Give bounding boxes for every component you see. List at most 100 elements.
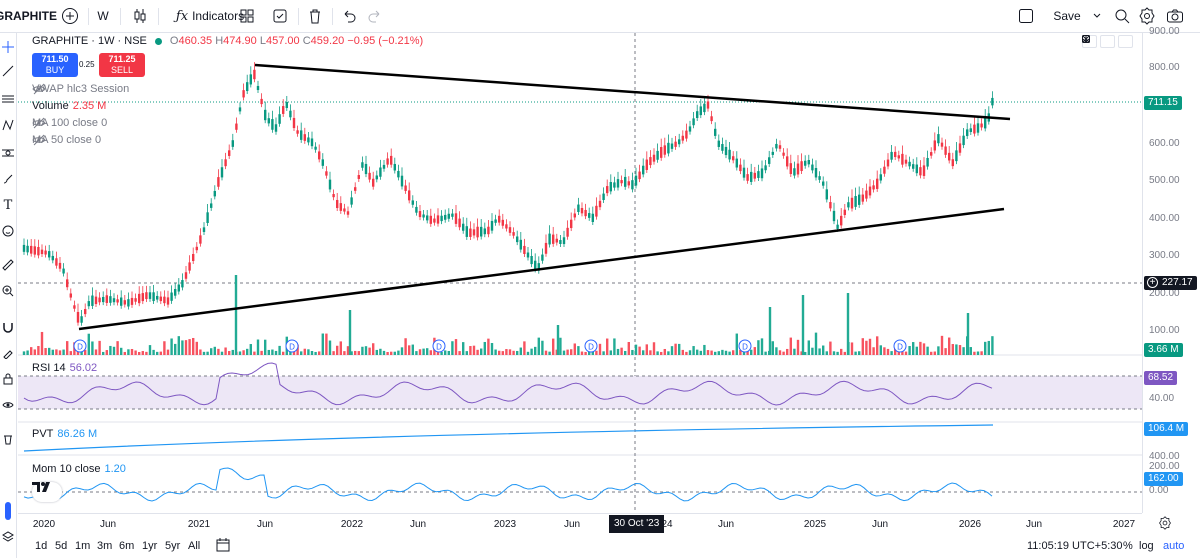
clock[interactable]: 11:05:19 UTC+5:30 bbox=[1027, 540, 1123, 552]
collapse-sidebar-icon[interactable] bbox=[0, 502, 16, 520]
range-1m[interactable]: 1m bbox=[75, 540, 91, 552]
volume-legend[interactable]: Volume 2.35 M bbox=[32, 100, 107, 112]
volume-bar bbox=[786, 348, 789, 355]
redo-icon[interactable] bbox=[364, 0, 386, 32]
candle-body bbox=[843, 209, 846, 216]
quick-search-icon[interactable] bbox=[1112, 0, 1132, 32]
ruler-tool-icon[interactable] bbox=[0, 257, 16, 273]
trash-icon[interactable] bbox=[304, 0, 326, 32]
ma50-legend[interactable]: MA 50 close 0 bbox=[32, 134, 102, 146]
candle-body bbox=[721, 143, 724, 151]
interval-button[interactable]: W bbox=[92, 0, 114, 32]
range-1yr[interactable]: 1yr bbox=[142, 540, 158, 552]
volume-bar bbox=[937, 346, 940, 355]
rsi-legend[interactable]: RSI 14 56.02 bbox=[32, 362, 98, 374]
axis-settings-gear-icon[interactable] bbox=[1158, 516, 1172, 535]
pvt-legend[interactable]: PVT 86.26 M bbox=[32, 428, 98, 440]
magnet-icon[interactable] bbox=[0, 319, 16, 335]
volume-bar bbox=[166, 349, 170, 355]
volume-bar bbox=[854, 351, 857, 355]
candle-body bbox=[127, 299, 130, 307]
maximize-pane-icon[interactable] bbox=[1082, 35, 1133, 48]
object-tree-icon[interactable] bbox=[0, 529, 16, 545]
volume-tag: 3.66 M bbox=[1144, 343, 1183, 357]
sell-button[interactable]: 711.25 SELL bbox=[99, 53, 145, 77]
collapse-pane-icon[interactable] bbox=[1082, 35, 1115, 48]
range-5yr[interactable]: 5yr bbox=[165, 540, 181, 552]
layout-square-icon[interactable] bbox=[1016, 0, 1036, 32]
candle-body bbox=[541, 254, 544, 261]
templates-grid-icon[interactable] bbox=[236, 0, 258, 32]
time-axis[interactable]: 2020 Jun 2021 Jun 2022 Jun 2023 Jun 24 J… bbox=[18, 513, 1142, 535]
candle-body bbox=[289, 110, 292, 118]
price-tick: 500.00 bbox=[1149, 175, 1180, 186]
brush-tool-icon[interactable] bbox=[0, 171, 16, 187]
volume-bar bbox=[418, 349, 422, 355]
range-5d[interactable]: 5d bbox=[55, 540, 68, 552]
eye-icon[interactable] bbox=[0, 397, 16, 413]
candle-type-icon[interactable] bbox=[127, 0, 153, 32]
pattern-tool-icon[interactable] bbox=[0, 117, 16, 133]
trash-drawings-icon[interactable] bbox=[0, 431, 16, 447]
volume-bar bbox=[674, 343, 677, 355]
trendline-tool-icon[interactable] bbox=[0, 63, 16, 79]
volume-bar bbox=[210, 348, 213, 355]
crosshair-tool-icon[interactable] bbox=[0, 39, 16, 55]
percent-toggle[interactable]: % bbox=[1123, 540, 1133, 552]
range-3m[interactable]: 3m bbox=[97, 540, 113, 552]
range-6m[interactable]: 6m bbox=[119, 540, 135, 552]
buy-button[interactable]: 711.50 BUY bbox=[32, 53, 78, 77]
calendar-icon[interactable] bbox=[216, 538, 230, 555]
volume-bar bbox=[976, 351, 980, 355]
eye-hidden-icon bbox=[32, 134, 46, 146]
auto-toggle[interactable]: auto bbox=[1163, 540, 1185, 552]
candle-body bbox=[91, 295, 94, 306]
volume-bar bbox=[134, 350, 137, 355]
ma100-legend[interactable]: MA 100 close 0 bbox=[32, 117, 108, 129]
candle-body bbox=[156, 295, 159, 300]
stay-drawing-icon[interactable] bbox=[0, 345, 16, 361]
volume-bar bbox=[390, 351, 393, 355]
volume-bar bbox=[415, 351, 418, 355]
candle-body bbox=[530, 255, 533, 265]
volume-bar bbox=[645, 344, 648, 355]
vwap-legend[interactable]: VWAP hlc3 Session bbox=[32, 83, 130, 95]
range-all[interactable]: All bbox=[188, 540, 201, 552]
zoom-in-icon[interactable] bbox=[0, 283, 16, 299]
candle-body bbox=[231, 140, 234, 147]
candle-body bbox=[159, 296, 162, 302]
mom-legend[interactable]: Mom 10 close 1.20 bbox=[32, 463, 126, 475]
text-tool-icon[interactable]: T bbox=[3, 197, 13, 213]
candle-body bbox=[796, 163, 800, 175]
candle-body bbox=[192, 253, 195, 262]
settings-gear-icon[interactable] bbox=[1136, 0, 1158, 32]
symbol-search-button[interactable]: GRAPHITE bbox=[0, 0, 57, 32]
indicators-button[interactable]: ƒx Indicators bbox=[164, 0, 256, 32]
tradingview-logo bbox=[32, 482, 62, 502]
prediction-tool-icon[interactable] bbox=[0, 145, 16, 161]
candle-body bbox=[433, 218, 436, 223]
log-toggle[interactable]: log bbox=[1139, 540, 1154, 552]
emoji-tool-icon[interactable] bbox=[0, 223, 16, 239]
compare-add-icon[interactable] bbox=[58, 0, 82, 32]
lower-trendline bbox=[78, 207, 1005, 331]
price-scale[interactable]: 900.00 800.00 600.00 500.00 400.00 300.0… bbox=[1142, 26, 1200, 513]
candle-body bbox=[318, 151, 321, 160]
candle-body bbox=[732, 156, 735, 161]
candle-body bbox=[926, 157, 929, 167]
camera-snapshot-icon[interactable] bbox=[1164, 0, 1186, 32]
volume-spike bbox=[768, 307, 772, 355]
volume-bar bbox=[289, 351, 292, 355]
chart-canvas[interactable]: D D D D D D GRAPHITE · 1W · NSE O460.35 H474.… bbox=[18, 33, 1142, 513]
alert-check-icon[interactable] bbox=[268, 0, 292, 32]
range-1d[interactable]: 1d bbox=[35, 540, 48, 552]
volume-bar bbox=[440, 351, 443, 355]
volume-bar bbox=[48, 347, 51, 355]
fib-tool-icon[interactable] bbox=[0, 91, 16, 107]
undo-icon[interactable] bbox=[338, 0, 360, 32]
volume-bar bbox=[278, 345, 281, 355]
mom-tick: 400.00 bbox=[1149, 451, 1180, 462]
lock-icon[interactable] bbox=[0, 371, 16, 387]
candle-body bbox=[44, 250, 47, 255]
save-button[interactable]: Save bbox=[1044, 0, 1110, 32]
